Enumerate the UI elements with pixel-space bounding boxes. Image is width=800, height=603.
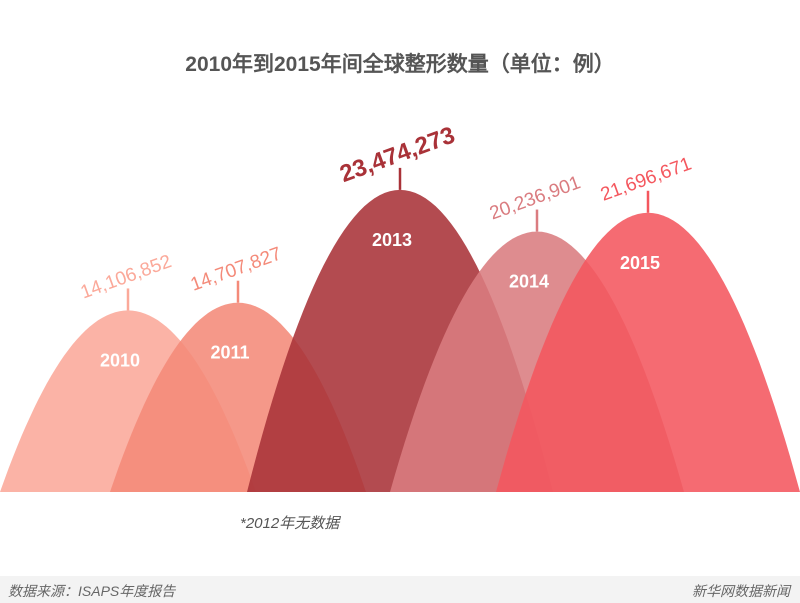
- year-label: 2010: [100, 350, 140, 370]
- chart-note: *2012年无数据: [240, 515, 340, 532]
- footer: 数据来源：ISAPS年度报告 新华网数据新闻: [0, 576, 800, 603]
- value-label: 20,236,901: [487, 172, 584, 224]
- value-label: 14,707,827: [188, 243, 285, 295]
- year-label: 2013: [372, 230, 412, 250]
- value-label: 21,696,671: [598, 153, 695, 205]
- source-text: 数据来源：ISAPS年度报告: [8, 583, 176, 599]
- brand-text: 新华网数据新闻: [692, 583, 790, 599]
- arch-2015: [496, 212, 800, 493]
- value-label: 14,106,852: [78, 251, 175, 303]
- chart-title: 2010年到2015年间全球整形数量（单位：例）: [185, 53, 615, 76]
- year-label: 2011: [210, 343, 249, 363]
- chart-area: 14,106,852 14,707,827 23,474,273 20,236,901…: [0, 122, 800, 493]
- year-label: 2015: [620, 253, 660, 273]
- value-label: 23,474,273: [336, 122, 458, 188]
- year-label: 2014: [509, 272, 549, 292]
